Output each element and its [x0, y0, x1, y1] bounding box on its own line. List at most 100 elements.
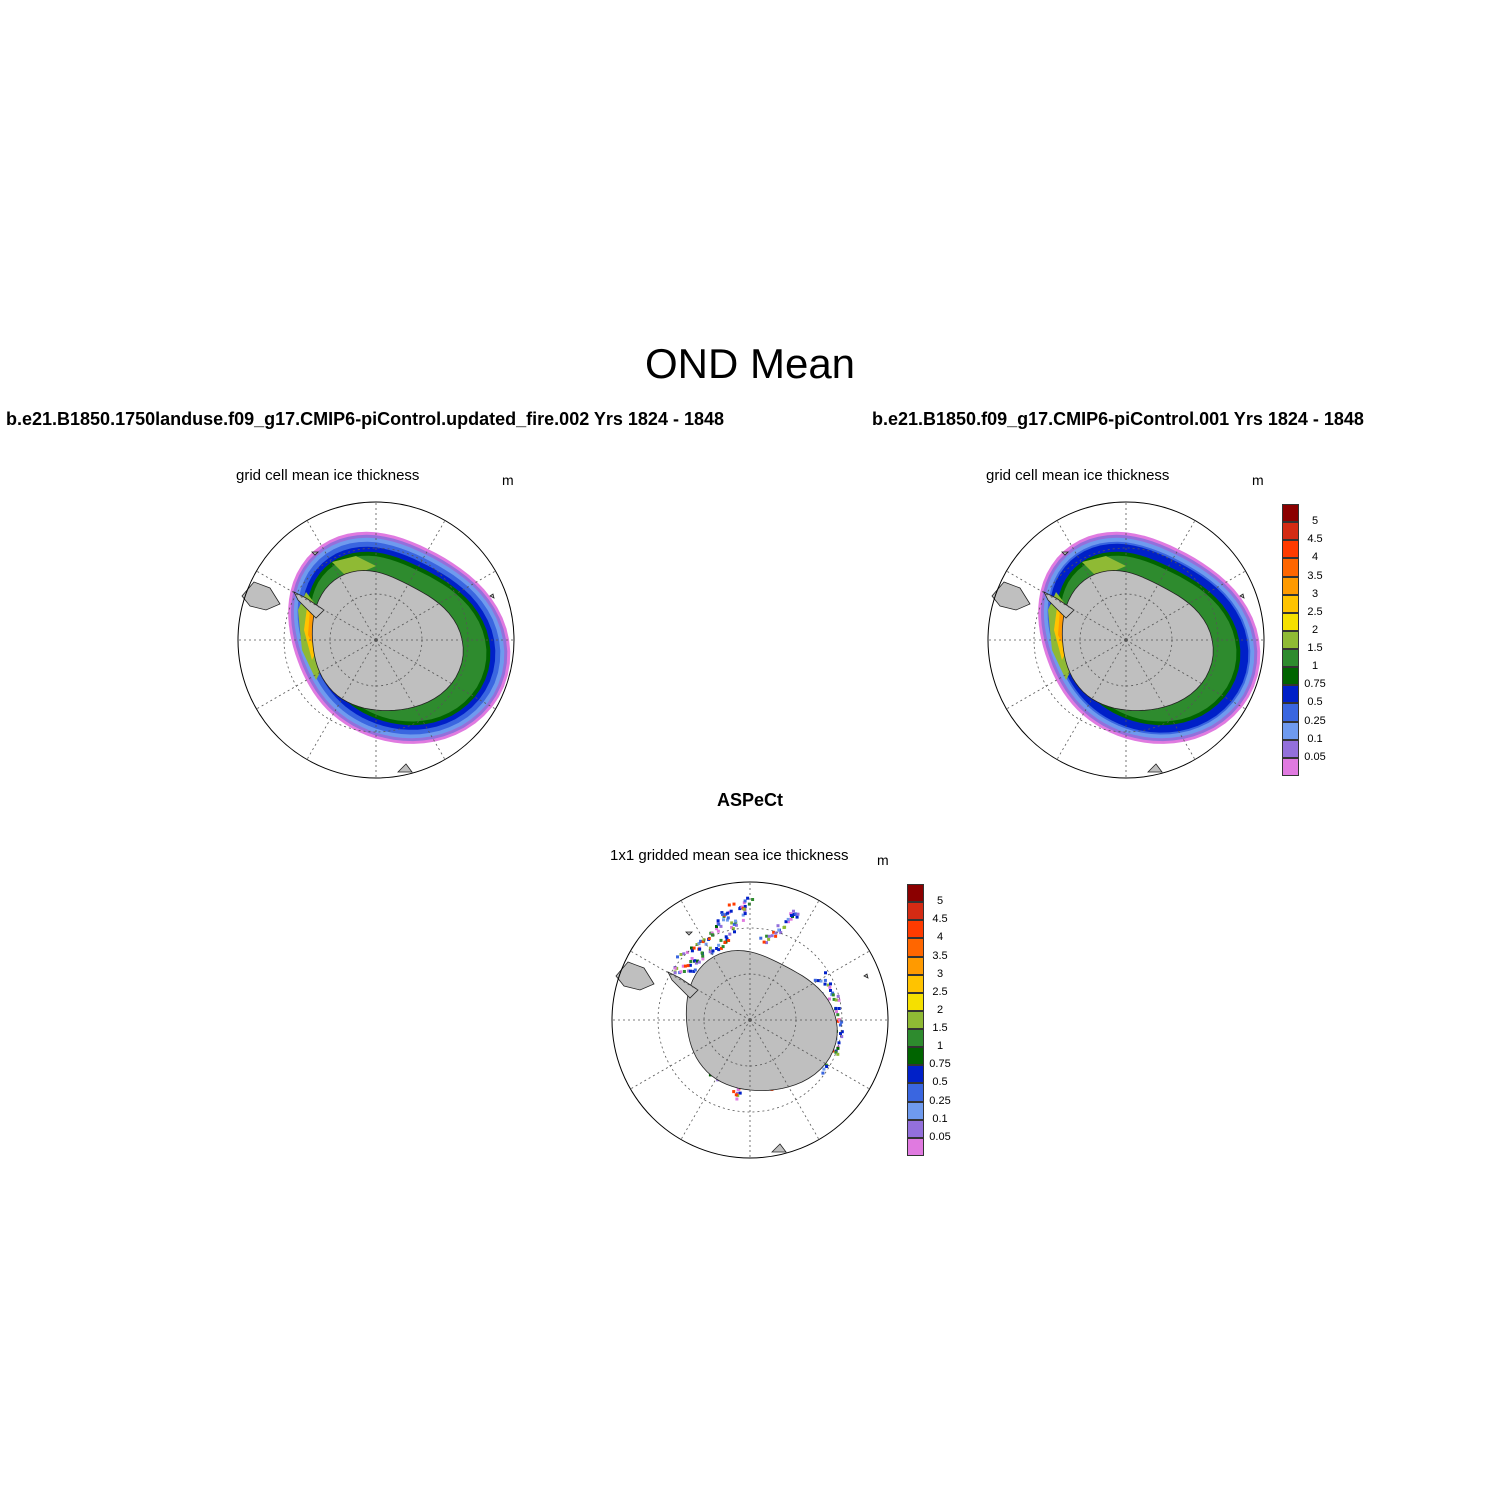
observation-cell: [717, 943, 721, 947]
observation-cell: [730, 925, 734, 929]
observation-cell: [840, 1020, 844, 1024]
observation-cell: [727, 939, 731, 942]
observation-cell: [741, 918, 745, 922]
observation-cell: [682, 970, 686, 973]
observation-cell: [835, 1010, 838, 1014]
panel-3-title: ASPeCt: [716, 790, 783, 810]
observation-cell: [836, 994, 840, 998]
observation-cell: [720, 911, 724, 915]
island-land: [397, 763, 413, 773]
observation-cell: [717, 948, 721, 952]
observation-cell: [747, 902, 751, 906]
panel-1-subtitle: grid cell mean ice thickness: [236, 467, 420, 484]
meridian-line: [256, 639, 377, 710]
land: [241, 551, 495, 773]
colorbar-box: [907, 920, 924, 939]
colorbar-box: [1282, 739, 1299, 758]
observation-cell: [765, 941, 768, 945]
colorbar-box: [1282, 522, 1299, 541]
antarctica-land: [1061, 570, 1214, 711]
colorbar-label: 2: [1311, 623, 1319, 636]
observation-cell: [683, 964, 687, 968]
observation-cell: [710, 931, 714, 935]
colorbar-box: [1282, 685, 1299, 704]
observation-cell: [692, 969, 696, 973]
observation-cell: [704, 942, 708, 946]
observation-cell: [689, 969, 692, 973]
observation-cell: [710, 933, 714, 937]
observation-cell: [701, 940, 705, 944]
observation-cell: [689, 960, 693, 963]
island-land: [489, 593, 495, 599]
colorbar-label: 1: [936, 1040, 944, 1053]
observation-cell: [765, 934, 769, 938]
colorbar-box: [1282, 612, 1299, 631]
observation-cell: [725, 937, 729, 941]
observation-cell: [715, 947, 719, 950]
observation-cell: [796, 912, 800, 916]
observation-cell: [716, 929, 720, 933]
colorbar-label: 0.05: [1304, 750, 1326, 763]
observation-cell: [734, 923, 738, 927]
colorbar-box: [1282, 594, 1299, 613]
observation-cell: [762, 940, 766, 944]
observation-cell: [826, 983, 830, 987]
colorbar-box: [907, 1083, 924, 1102]
observation-cell: [838, 1018, 842, 1022]
observation-cell: [685, 950, 689, 954]
observation-cell: [716, 919, 720, 923]
colorbar-label: 5: [936, 895, 944, 908]
observation-cell: [723, 940, 727, 944]
colorbar-box: [1282, 576, 1299, 595]
latitude-circle: [329, 593, 423, 687]
colorbar-label: 0.75: [1304, 678, 1326, 691]
colorbar-box: [1282, 721, 1299, 740]
observation-cell: [742, 901, 746, 905]
panel-2-map: [987, 501, 1265, 779]
map-border: [987, 501, 1265, 779]
observation-cell: [777, 928, 781, 932]
observation-cell: [701, 957, 705, 961]
south-america-land: [241, 581, 281, 611]
observation-cell: [743, 912, 747, 916]
colorbar-box: [907, 1101, 924, 1120]
observation-cell: [774, 931, 778, 935]
panel-2-unit: m: [1252, 472, 1264, 488]
observation-cell: [715, 927, 719, 931]
panel-3-map: [611, 881, 889, 1159]
colorbar-box: [907, 1065, 924, 1084]
peninsula-land: [293, 591, 325, 619]
observation-cell: [682, 952, 686, 956]
colorbar-label: 0.5: [932, 1076, 948, 1089]
observation-cell: [715, 925, 718, 928]
observation-cell: [724, 935, 728, 939]
meridian-line: [375, 639, 496, 710]
island-land: [1061, 551, 1069, 556]
island-land: [1239, 593, 1245, 599]
observation-cell: [673, 966, 677, 970]
colorbar-label: 3.5: [932, 949, 948, 962]
observation-cell: [828, 997, 831, 1001]
colorbar-box: [907, 1010, 924, 1030]
land: [615, 931, 869, 1153]
observation-cell: [792, 913, 796, 916]
observation-cell: [746, 896, 750, 900]
colorbar-box: [1282, 630, 1299, 650]
observation-cell: [687, 969, 691, 973]
observation-cell: [832, 997, 836, 1001]
observation-cell: [675, 966, 679, 970]
observation-cell: [836, 1019, 840, 1023]
observation-cell: [743, 899, 747, 903]
ice-band-2: [332, 556, 376, 578]
colorbar-label: 2: [936, 1003, 944, 1016]
antarctica-land: [311, 570, 464, 711]
observation-cell: [770, 934, 774, 938]
colorbar-box: [1282, 558, 1299, 577]
observation-cell: [701, 954, 705, 958]
observation-cell: [686, 964, 690, 968]
observation-cell: [710, 951, 714, 955]
observation-cell: [702, 938, 706, 942]
observation-cell: [840, 1035, 844, 1039]
page-title: OND Mean: [644, 340, 856, 387]
observation-cell: [679, 970, 683, 974]
